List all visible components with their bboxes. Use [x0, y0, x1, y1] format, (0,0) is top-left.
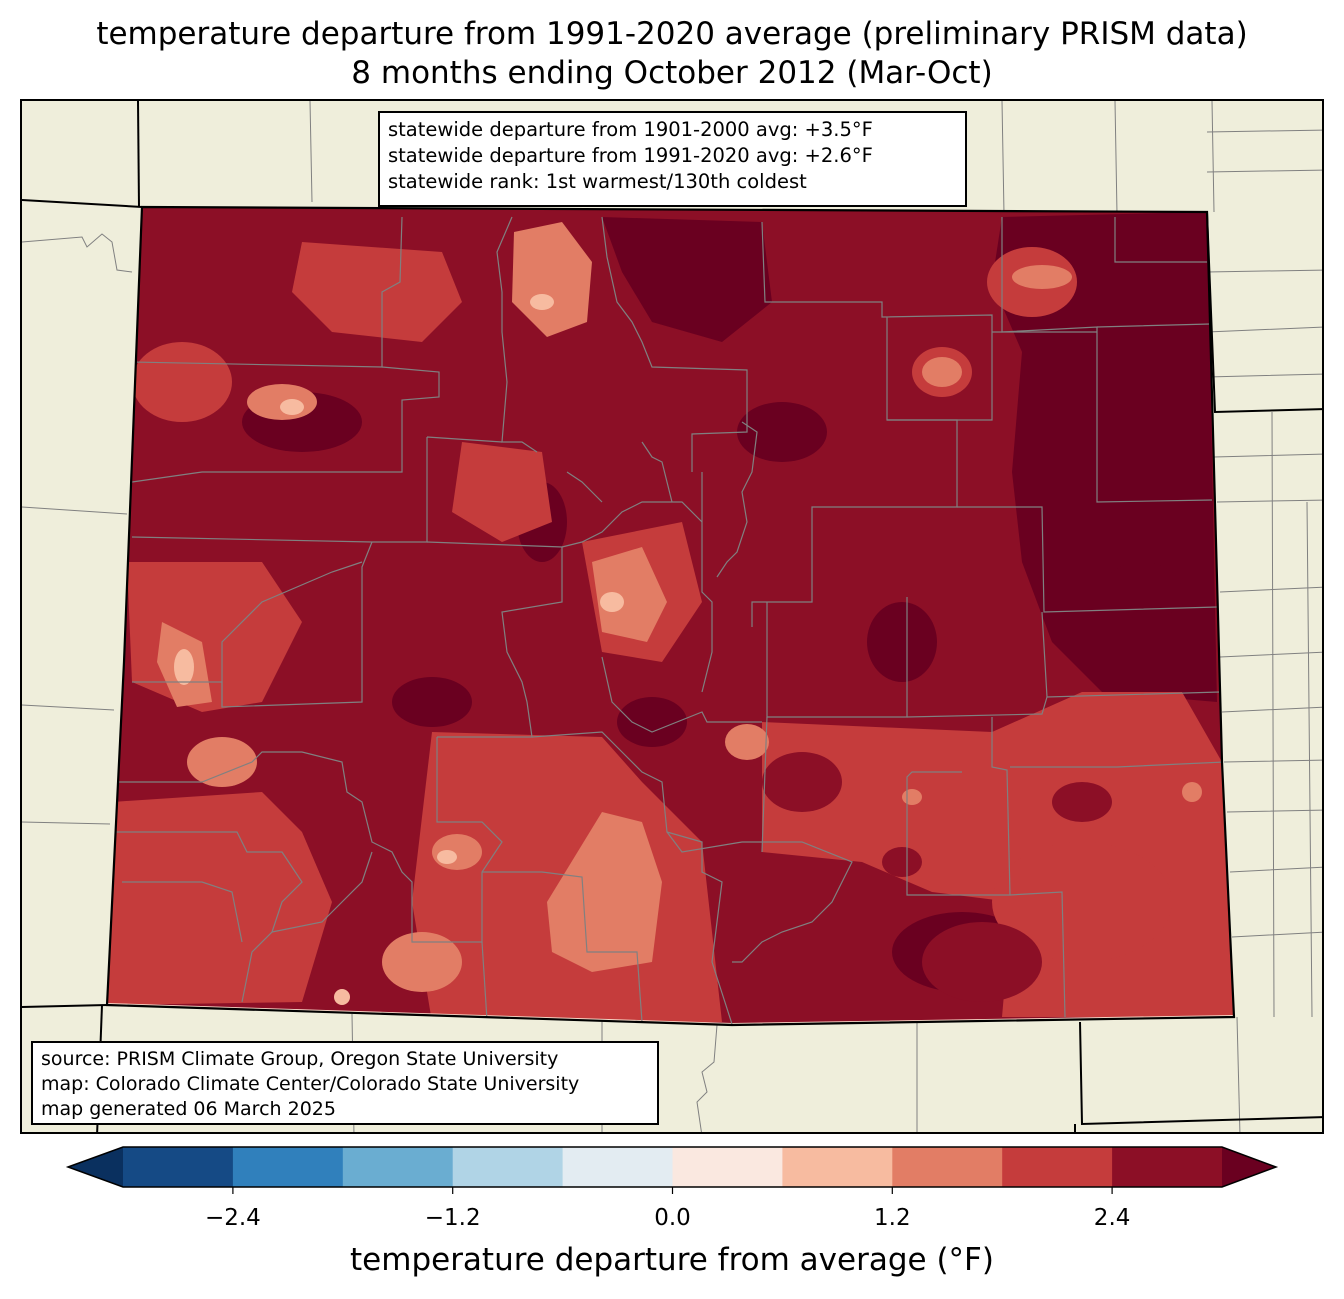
stats-line-1991-2020: statewide departure from 1991-2020 avg: …	[388, 144, 873, 167]
stats-line-rank: statewide rank: 1st warmest/130th coldes…	[388, 170, 807, 193]
colorbar-bin	[672, 1147, 783, 1187]
colorbar-bin	[232, 1147, 344, 1187]
colorbar-tick-label: 1.2	[874, 1205, 911, 1231]
colorbar-bin	[562, 1147, 673, 1187]
credit-source: source: PRISM Climate Group, Oregon Stat…	[41, 1048, 559, 1070]
colorbar-bin	[892, 1147, 1003, 1187]
colorado-border	[105, 205, 1236, 1027]
credits-box: source: PRISM Climate Group, Oregon Stat…	[31, 1041, 659, 1125]
colorbar-tick-label: −2.4	[204, 1205, 261, 1231]
colorbar-tick-label: −1.2	[424, 1205, 481, 1231]
statewide-stats-box: statewide departure from 1901-2000 avg: …	[378, 111, 967, 207]
credit-generated: map generated 06 March 2025	[41, 1098, 336, 1120]
colorbar-outline	[65, 1146, 1279, 1188]
colorbar-bin	[782, 1147, 893, 1187]
county-lines	[112, 216, 1225, 1025]
colorbar-tick-label: 2.4	[1093, 1205, 1131, 1231]
colorbar-bin	[452, 1147, 564, 1187]
colorbar-extend-high	[1222, 1147, 1276, 1187]
colorbar-label: temperature departure from average (°F)	[350, 1242, 994, 1278]
credit-map: map: Colorado Climate Center/Colorado St…	[41, 1073, 580, 1095]
colorbar-tick-label: 0.0	[654, 1205, 691, 1231]
map-subtitle: 8 months ending October 2012 (Mar-Oct)	[351, 55, 993, 91]
colorbar-extend-low	[68, 1147, 123, 1187]
colorbar-bin	[1002, 1147, 1113, 1187]
map-panel	[20, 99, 1324, 1134]
colorbar-bin	[342, 1147, 454, 1187]
colorbar	[65, 1146, 1279, 1194]
colorbar-bin	[1112, 1147, 1223, 1187]
stats-line-1901-2000: statewide departure from 1901-2000 avg: …	[388, 118, 873, 141]
colorbar-bin	[123, 1147, 234, 1187]
map-title: temperature departure from 1991-2020 ave…	[96, 16, 1248, 52]
temperature-departure-field	[107, 207, 1234, 1025]
